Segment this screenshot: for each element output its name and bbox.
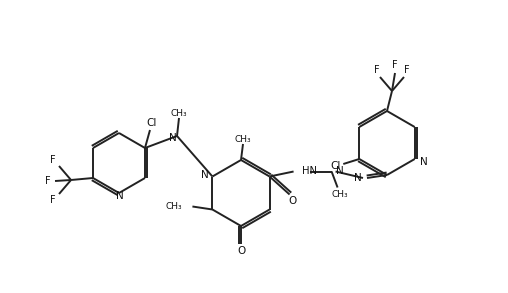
Text: F: F <box>50 195 56 205</box>
Text: Cl: Cl <box>330 161 340 171</box>
Text: N: N <box>354 173 362 183</box>
Text: F: F <box>50 155 56 165</box>
Text: N: N <box>116 191 124 201</box>
Text: CH₃: CH₃ <box>171 108 187 117</box>
Text: CH₃: CH₃ <box>166 202 182 211</box>
Text: N: N <box>336 166 343 176</box>
Text: F: F <box>45 176 51 186</box>
Text: O: O <box>237 246 245 256</box>
Text: F: F <box>392 60 398 70</box>
Text: N: N <box>420 157 427 167</box>
Text: F: F <box>374 65 380 75</box>
Text: CH₃: CH₃ <box>235 134 251 144</box>
Text: Cl: Cl <box>147 118 157 128</box>
Text: N: N <box>201 171 208 180</box>
Text: F: F <box>404 65 410 75</box>
Text: N: N <box>169 133 177 143</box>
Text: CH₃: CH₃ <box>331 190 348 199</box>
Text: HN: HN <box>302 166 316 176</box>
Text: O: O <box>289 197 297 207</box>
